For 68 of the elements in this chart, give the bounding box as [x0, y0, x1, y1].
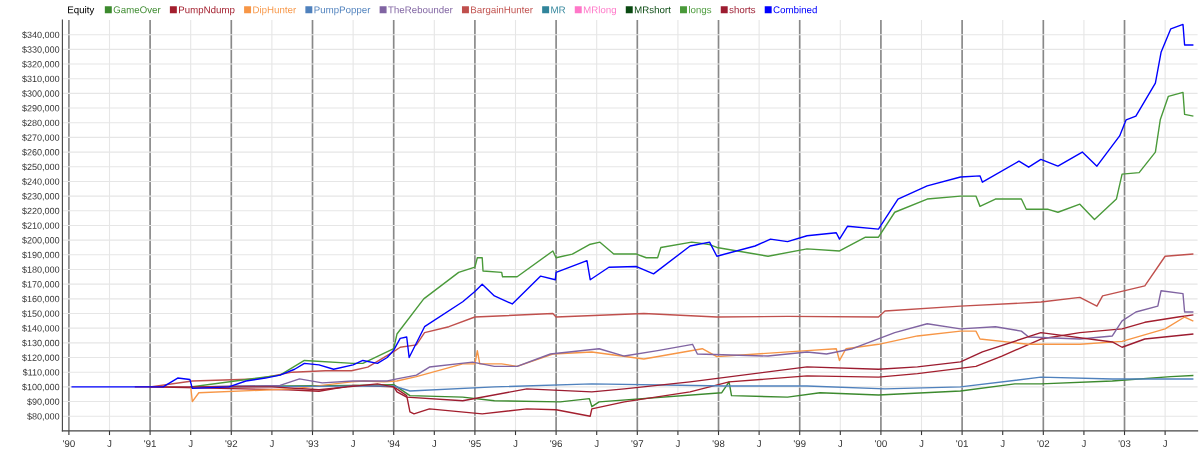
y-tick-label: $210,000: [22, 222, 60, 230]
x-tick-label: J: [675, 440, 680, 448]
x-tick-label: '02: [1037, 440, 1050, 448]
x-tick-label: J: [756, 440, 761, 448]
legend-label: PumpNdump: [179, 6, 235, 16]
x-tick-label: '96: [550, 440, 563, 448]
x-tick-label: '99: [793, 440, 806, 448]
x-tick-label: '95: [469, 440, 481, 448]
y-tick-label: $150,000: [22, 310, 60, 318]
x-tick-label: J: [1081, 440, 1086, 448]
y-tick-label: $270,000: [22, 134, 60, 142]
x-tick-label: J: [1000, 440, 1005, 448]
y-tick-label: $260,000: [22, 148, 60, 157]
y-tick-label: $170,000: [22, 280, 60, 289]
legend-label: MRlong: [583, 6, 616, 16]
x-tick-label: '01: [956, 440, 968, 448]
y-tick-label: $240,000: [22, 178, 60, 186]
y-tick-label: $130,000: [22, 339, 60, 348]
legend-label: TheRebounder: [388, 6, 453, 14]
y-tick-label: $280,000: [22, 119, 60, 128]
y-tick-label: $230,000: [22, 192, 60, 201]
legend-label: PumpPopper: [314, 6, 371, 16]
x-tick-label: '00: [875, 440, 887, 448]
y-tick-label: $110,000: [22, 368, 60, 377]
y-tick-label: $220,000: [22, 207, 60, 216]
y-tick-label: $250,000: [22, 163, 60, 172]
x-tick-label: J: [107, 440, 112, 448]
x-tick-label: J: [350, 440, 355, 448]
x-tick-label: J: [1162, 440, 1167, 448]
x-tick-label: '93: [306, 440, 319, 448]
legend-label: longs: [689, 6, 712, 16]
y-tick-label: $100,000: [22, 383, 60, 392]
y-tick-label: $290,000: [22, 104, 60, 113]
x-tick-label: '94: [387, 440, 400, 448]
y-tick-label: $160,000: [22, 295, 60, 304]
legend-label: Combined: [773, 6, 817, 14]
legend-label: BargainHunter: [471, 6, 533, 16]
y-tick-label: $300,000: [22, 89, 60, 98]
legend-label: shorts: [729, 6, 756, 14]
y-tick-label: $90,000: [27, 398, 60, 406]
legend-label: GameOver: [113, 6, 161, 14]
y-tick-label: $190,000: [22, 251, 60, 260]
x-tick-label: J: [188, 440, 193, 448]
y-tick-label: $200,000: [22, 236, 60, 245]
x-tick-label: '91: [144, 440, 156, 448]
x-tick-label: '03: [1118, 440, 1131, 448]
x-tick-label: '92: [225, 440, 238, 448]
x-tick-label: J: [513, 440, 518, 448]
legend-label: MRshort: [634, 6, 671, 14]
x-tick-label: '97: [631, 440, 644, 448]
x-tick-label: J: [838, 440, 843, 448]
y-tick-label: $340,000: [22, 31, 60, 40]
x-tick-label: J: [919, 440, 924, 448]
y-tick-label: $310,000: [22, 75, 60, 84]
y-tick-label: $330,000: [22, 45, 60, 54]
y-tick-label: $140,000: [22, 324, 60, 333]
y-tick-label: $180,000: [22, 266, 60, 274]
x-tick-label: J: [432, 440, 437, 448]
legend-title: Equity: [68, 6, 95, 16]
legend-label: DipHunter: [253, 6, 297, 16]
x-tick-label: J: [594, 440, 599, 448]
y-tick-label: $320,000: [22, 60, 60, 69]
x-tick-label: '98: [712, 440, 725, 448]
x-tick-label: J: [269, 440, 274, 448]
legend-label: MR: [551, 6, 566, 14]
y-tick-label: $80,000: [27, 412, 60, 421]
y-tick-label: $120,000: [22, 354, 60, 362]
x-tick-label: '90: [63, 440, 75, 448]
